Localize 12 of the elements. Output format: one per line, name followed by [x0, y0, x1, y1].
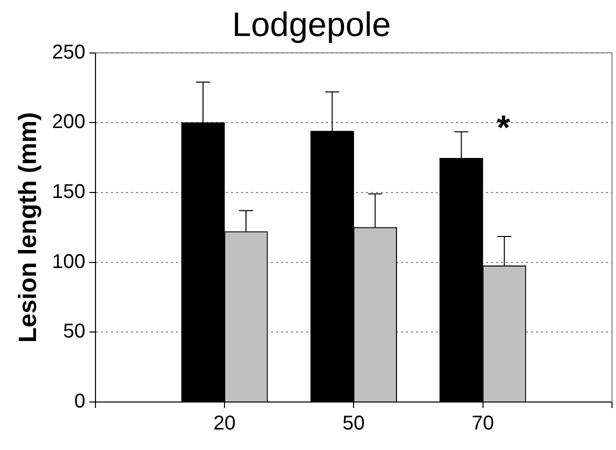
x-tick-label: 50 [342, 412, 365, 435]
y-tick-label: 0 [74, 390, 86, 413]
y-tick-label: 150 [52, 180, 86, 203]
y-axis-title: Lesion length (mm) [14, 112, 42, 343]
x-tick-label: 70 [472, 412, 494, 435]
y-tick-label: 100 [52, 250, 86, 273]
annotation: * [496, 109, 511, 147]
y-tick-label: 200 [52, 111, 86, 134]
y-tick-label: 250 [52, 41, 86, 64]
chart-title: Lodgepole [232, 6, 391, 44]
x-tick-label: 20 [213, 412, 236, 435]
y-tick-label: 50 [63, 320, 86, 343]
